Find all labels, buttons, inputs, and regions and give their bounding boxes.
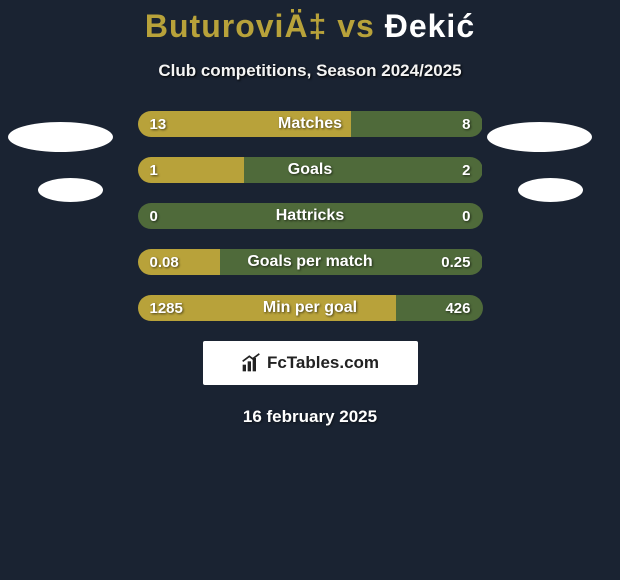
avatar-placeholder-right-1 (487, 122, 592, 152)
stat-bar-left (138, 111, 352, 137)
stat-bar-right (396, 295, 482, 321)
title-player-right: Đekić (385, 8, 475, 44)
comparison-subtitle: Club competitions, Season 2024/2025 (0, 61, 620, 81)
stat-row: Min per goal1285426 (138, 295, 483, 321)
stat-bar-left (138, 157, 245, 183)
avatar-placeholder-left-1 (8, 122, 113, 152)
avatar-placeholder-left-2 (38, 178, 103, 202)
stat-bar-right (351, 111, 482, 137)
stat-row: Hattricks00 (138, 203, 483, 229)
stat-bar-right (244, 157, 482, 183)
stat-bar-right (138, 203, 483, 229)
title-vs: vs (337, 8, 384, 44)
title-player-left: ButuroviÄ‡ (145, 8, 337, 44)
stat-bar-left (138, 295, 397, 321)
stat-row: Goals12 (138, 157, 483, 183)
brand-text: FcTables.com (267, 353, 379, 373)
stat-bar-right (220, 249, 482, 275)
comparison-chart: Matches138 Goals12 Hattricks00 Goals per ma… (138, 111, 483, 321)
comparison-date: 16 february 2025 (0, 407, 620, 427)
bar-chart-up-icon (241, 353, 261, 373)
stat-row: Goals per match0.080.25 (138, 249, 483, 275)
avatar-placeholder-right-2 (518, 178, 583, 202)
comparison-title: ButuroviÄ‡ vs Đekić (0, 0, 620, 45)
brand-box: FcTables.com (203, 341, 418, 385)
stat-row: Matches138 (138, 111, 483, 137)
stat-bar-left (138, 249, 221, 275)
